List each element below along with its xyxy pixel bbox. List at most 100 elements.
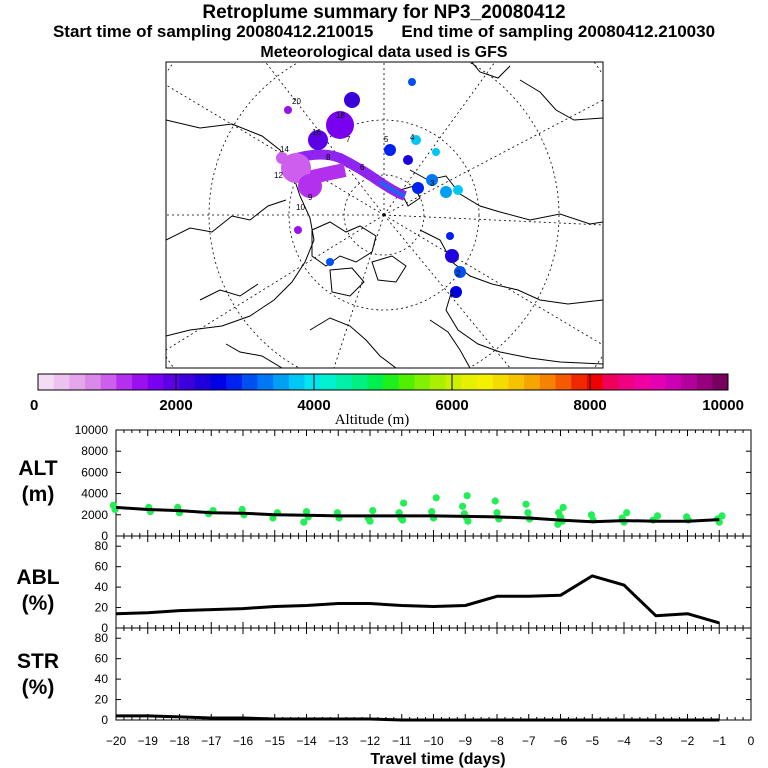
colorbar-segment xyxy=(179,374,196,390)
abl-ytick-label: 20 xyxy=(95,601,109,615)
trajectory-plume xyxy=(276,78,466,298)
abl-series-line xyxy=(115,574,720,625)
trajectory-label: 12 xyxy=(274,171,283,180)
colorbar-segment xyxy=(383,374,399,390)
colorbar-segment xyxy=(602,374,619,390)
colorbar-segment xyxy=(618,374,635,390)
colorbar-tick-label: 8000 xyxy=(573,397,606,414)
colorbar-segment xyxy=(163,374,180,390)
colorbar-segment xyxy=(194,374,211,390)
alt-data-point xyxy=(366,517,374,525)
altitude-colorbar: 0 2000 4000 6000 8000 10000 xyxy=(30,373,744,414)
trajectory-label: 16 xyxy=(312,128,321,137)
colorbar-segment xyxy=(132,374,149,390)
alt-data-point xyxy=(493,509,501,517)
abl-ytick-label: 40 xyxy=(95,580,109,594)
colorbar-tick-label: 6000 xyxy=(435,397,468,414)
str-panel-label: STR xyxy=(17,650,59,673)
colorbar-segment xyxy=(680,374,697,390)
colorbar-segment xyxy=(539,374,556,390)
x-tick-label: −20 xyxy=(106,734,127,748)
colorbar-segment xyxy=(257,374,274,390)
alt-ytick-label: 0 xyxy=(101,529,108,543)
x-axis-title: Travel time (days) xyxy=(370,751,505,768)
alt-data-point xyxy=(653,512,662,520)
trajectory-day-labels: 20 18 16 14 12 109 8 7 6 5 4 3 2 1 xyxy=(274,97,461,298)
x-tick-label: −8 xyxy=(490,734,504,748)
colorbar-segment xyxy=(508,374,525,390)
trajectory-label: 18 xyxy=(336,111,345,120)
str-ytick-label: 20 xyxy=(95,693,109,707)
polar-map: 20 18 16 14 12 109 8 7 6 5 4 3 2 1 xyxy=(165,61,604,369)
x-tick-label: 0 xyxy=(748,734,755,748)
str-ytick-label: 80 xyxy=(95,631,109,645)
colorbar-segment xyxy=(273,374,290,390)
colorbar-segment xyxy=(116,374,133,390)
map-frame xyxy=(165,61,604,369)
str-frame xyxy=(115,627,752,721)
x-tick-label: −14 xyxy=(296,734,317,748)
x-tick-label: −18 xyxy=(169,734,190,748)
colorbar-segment xyxy=(414,374,431,390)
x-tick-label: −11 xyxy=(392,734,412,748)
str-series-line xyxy=(116,714,720,722)
colorbar-segment xyxy=(367,374,384,390)
colorbar-segment xyxy=(335,374,352,390)
str-ytick-label: 60 xyxy=(95,652,109,666)
x-tick-label: −2 xyxy=(681,734,695,748)
x-tick-label: −5 xyxy=(585,734,599,748)
trajectory-label: 14 xyxy=(280,145,289,154)
str-ytick-label: 40 xyxy=(95,672,109,686)
alt-panel: 0 2000 4000 6000 8000 10000 xyxy=(75,423,752,543)
x-tick-label: −3 xyxy=(649,734,663,748)
alt-panel-unit: (m) xyxy=(22,483,55,506)
trajectory-label: 7 xyxy=(346,135,351,144)
colorbar-tick-label: 0 xyxy=(30,397,38,414)
trajectory-label: 8 xyxy=(326,153,331,162)
alt-panel-label: ALT xyxy=(18,457,57,480)
colorbar-segment xyxy=(398,374,415,390)
alt-ytick-label: 2000 xyxy=(81,508,108,522)
alt-data-point xyxy=(463,492,471,500)
colorbar-tick-label: 10000 xyxy=(702,397,744,414)
x-tick-label: −7 xyxy=(522,734,536,748)
abl-panel-label: ABL xyxy=(16,566,59,589)
colorbar-tick-label: 2000 xyxy=(159,397,192,414)
colorbar-segment xyxy=(696,374,713,390)
colorbar-tick-label: 4000 xyxy=(297,397,330,414)
abl-panel: 0 20 40 60 80 xyxy=(95,535,752,635)
x-tick-label: −12 xyxy=(360,734,381,748)
colorbar-segment xyxy=(477,374,494,390)
trajectory-label: 20 xyxy=(292,97,301,106)
abl-panel-unit: (%) xyxy=(22,592,55,615)
colorbar-segment xyxy=(555,374,572,390)
abl-ytick-label: 0 xyxy=(101,621,108,635)
colorbar-segment xyxy=(304,374,321,390)
str-ytick-label: 0 xyxy=(101,713,108,727)
colorbar-segment xyxy=(586,374,603,390)
alt-data-point xyxy=(554,520,562,528)
alt-ytick-label: 10000 xyxy=(75,423,109,437)
colorbar-segment xyxy=(712,374,729,390)
alt-data-point xyxy=(464,517,472,525)
colorbar-segment xyxy=(241,374,258,390)
colorbar-segment xyxy=(320,374,337,390)
colorbar-segment xyxy=(210,374,227,390)
colorbar-segment xyxy=(633,374,650,390)
trajectory-label: 10 xyxy=(296,203,305,212)
alt-data-point xyxy=(522,500,530,508)
colorbar-segment xyxy=(288,374,305,390)
alt-data-point xyxy=(399,516,407,524)
alt-data-point xyxy=(524,509,532,517)
colorbar-segment xyxy=(85,374,102,390)
colorbar-segment xyxy=(69,374,86,390)
alt-data-point xyxy=(400,499,408,507)
x-tick-label: −1 xyxy=(712,734,726,748)
alt-ytick-label: 4000 xyxy=(81,487,108,501)
trajectory-label: 4 xyxy=(410,133,415,142)
colorbar-frame xyxy=(37,373,729,391)
alt-data-point xyxy=(300,518,308,526)
map-grid xyxy=(166,62,603,368)
x-tick-label: −15 xyxy=(265,734,286,748)
